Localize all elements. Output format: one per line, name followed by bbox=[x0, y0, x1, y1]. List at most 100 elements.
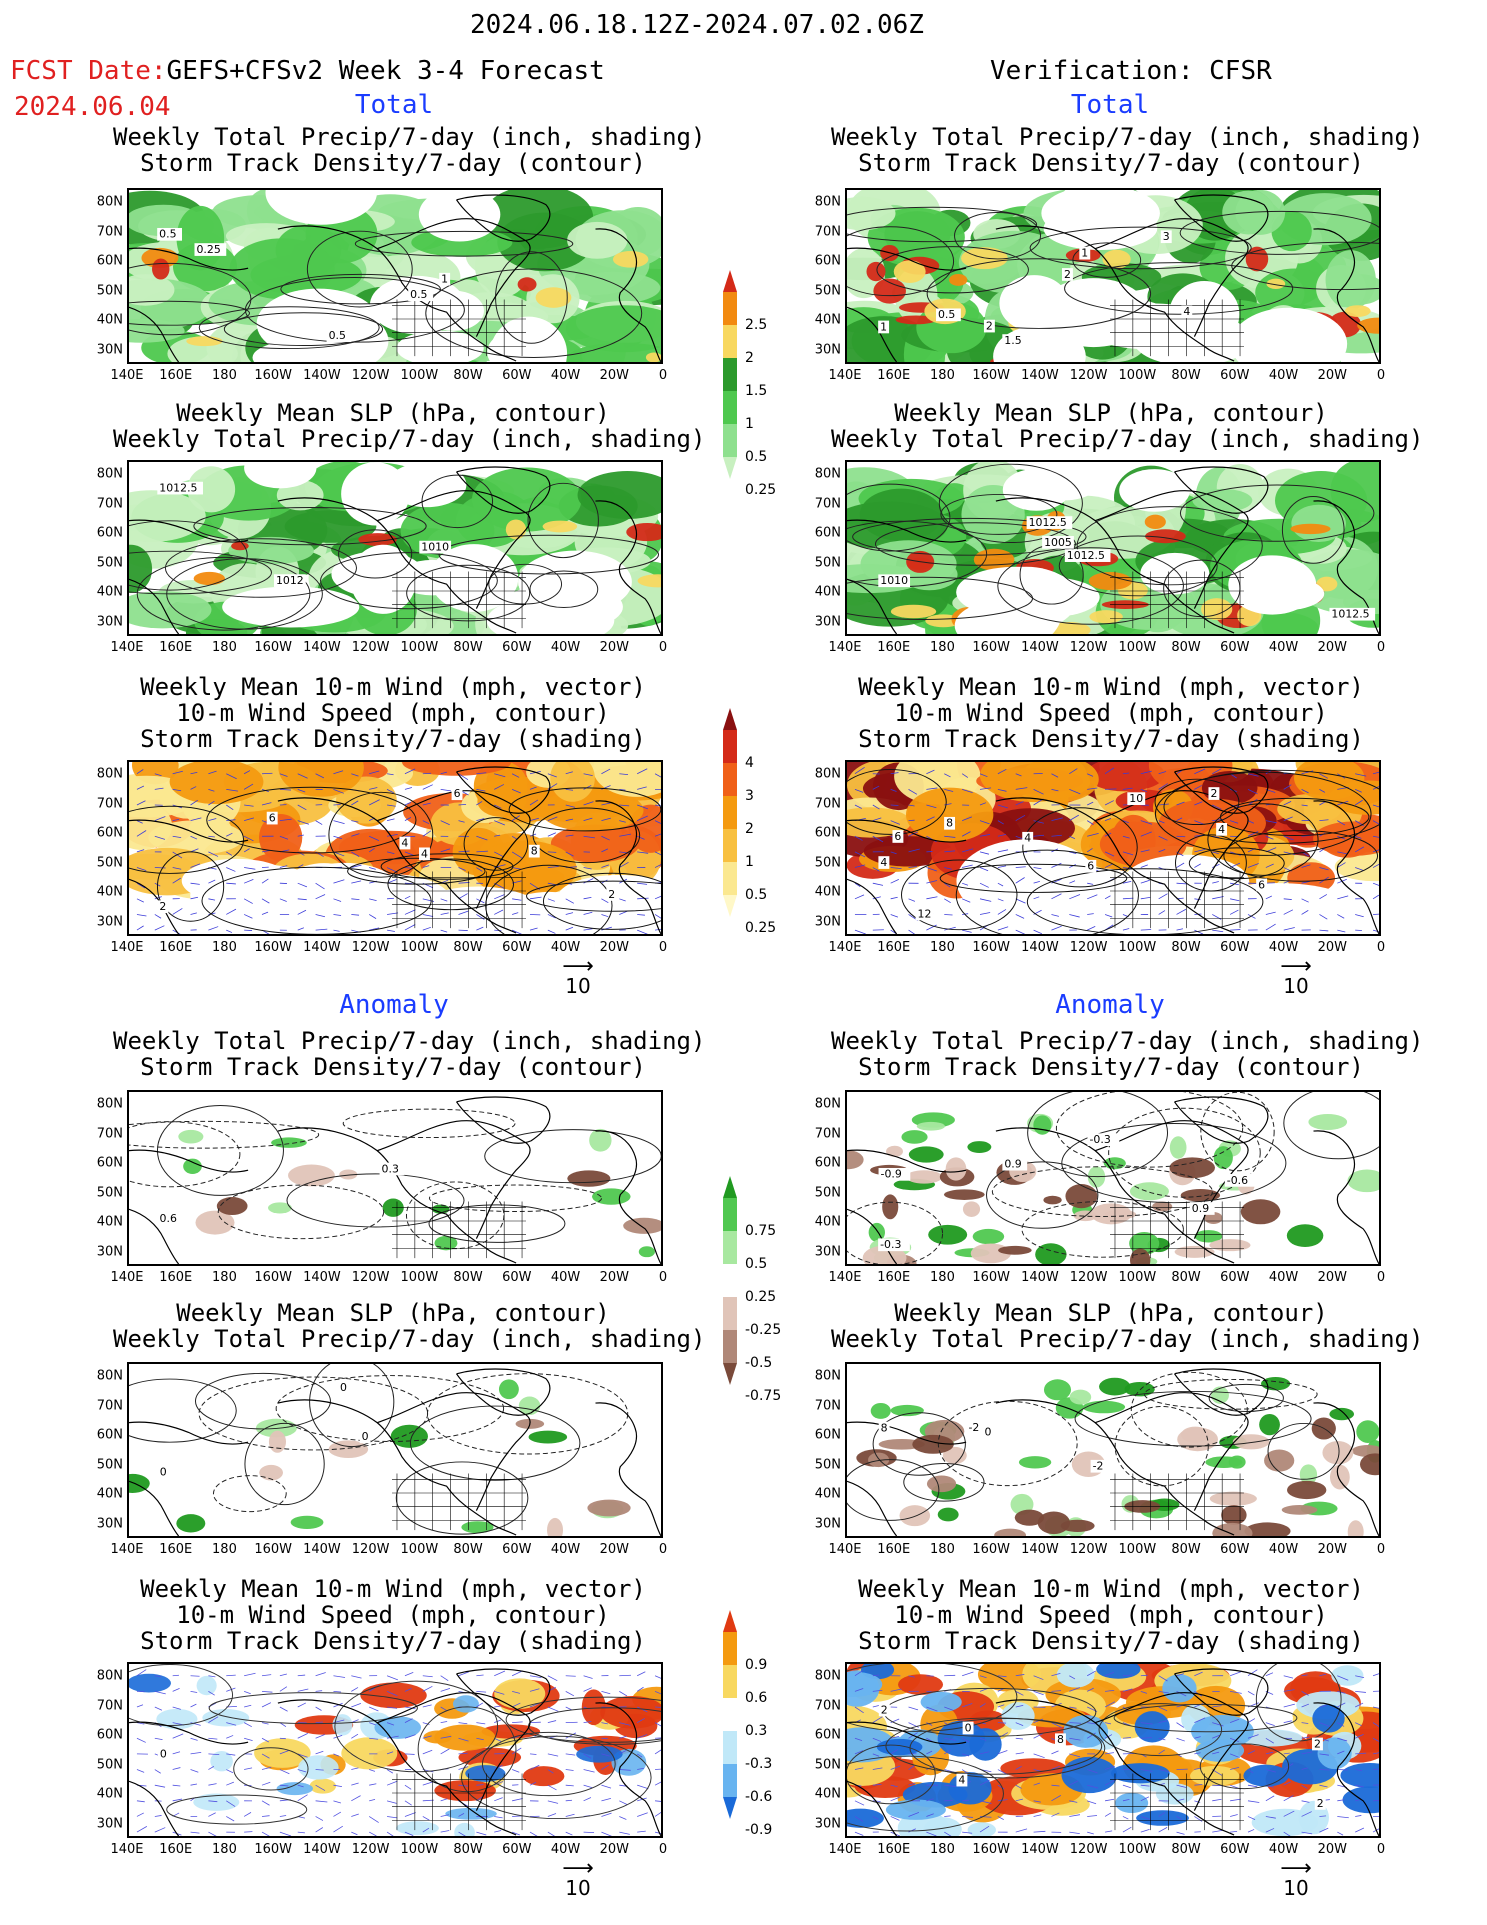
lon-tick-label: 60W bbox=[1220, 1542, 1250, 1557]
wind-vector bbox=[1247, 1691, 1255, 1696]
contour-line bbox=[129, 805, 245, 874]
contour-line bbox=[508, 787, 661, 832]
shading-cell bbox=[967, 1822, 996, 1836]
contour-label: 2 bbox=[986, 320, 993, 333]
wind-vector bbox=[1069, 880, 1076, 884]
contour-label: 12 bbox=[918, 907, 932, 920]
shading-cell bbox=[231, 541, 249, 551]
wind-vector bbox=[979, 851, 990, 855]
colorbar-segment bbox=[723, 1764, 737, 1797]
wind-vector bbox=[619, 898, 626, 902]
contour-label-bg bbox=[878, 574, 911, 588]
shading-cell bbox=[942, 1446, 967, 1465]
contour-line bbox=[338, 529, 413, 579]
coastline bbox=[1094, 790, 1249, 909]
wind-vector bbox=[944, 850, 956, 853]
shading-cell bbox=[898, 1674, 944, 1695]
coastline bbox=[1174, 1096, 1269, 1144]
wind-vector bbox=[1158, 1827, 1168, 1833]
wind-vector bbox=[1033, 929, 1042, 934]
shading-cell bbox=[847, 196, 896, 231]
contour-label-bg bbox=[1026, 516, 1073, 529]
coastline bbox=[995, 225, 1235, 362]
lon-tick-label: 140W bbox=[303, 1542, 341, 1557]
wind-vector bbox=[1069, 768, 1078, 775]
lat-tick-label: 40N bbox=[814, 1786, 841, 1802]
lon-tick-label: 20W bbox=[1317, 368, 1347, 383]
shading-cell bbox=[259, 1464, 283, 1481]
coastline bbox=[277, 497, 517, 634]
shading-cell bbox=[979, 762, 1087, 803]
wind-vector bbox=[1158, 783, 1169, 790]
contour-line bbox=[425, 268, 643, 358]
coastline bbox=[595, 1130, 661, 1264]
contour-line bbox=[223, 312, 384, 347]
wind-vector bbox=[1212, 1798, 1222, 1802]
wind-vector bbox=[1194, 785, 1202, 790]
colorbar-tick-label: 0.5 bbox=[745, 449, 768, 465]
wind-vector bbox=[1194, 929, 1204, 934]
map-canvas: -0.90.9-0.6-0.30.9-0.3 bbox=[847, 1092, 1379, 1264]
wind-vector bbox=[476, 926, 484, 931]
wind-vector bbox=[637, 815, 648, 821]
wind-vector bbox=[1229, 1737, 1239, 1743]
shading-cell bbox=[382, 1198, 404, 1217]
wind-vector bbox=[1069, 1764, 1079, 1770]
wind-vector bbox=[369, 1799, 376, 1802]
wind-vector bbox=[404, 867, 412, 869]
reference-arrow-icon: ⟶ bbox=[562, 1856, 594, 1881]
contour-line bbox=[380, 853, 514, 880]
wind-vector bbox=[261, 1737, 269, 1743]
shading-cell bbox=[169, 762, 264, 805]
lon-tick-label: 140E bbox=[828, 1270, 862, 1285]
wind-vector bbox=[962, 1799, 969, 1802]
wind-vector bbox=[1176, 1816, 1183, 1820]
reference-vector-fcst-total: ⟶ 10 bbox=[548, 956, 608, 999]
colorbar-segment bbox=[723, 1330, 737, 1363]
contour-label: -2 bbox=[968, 1421, 979, 1434]
shading-cell bbox=[1088, 572, 1133, 591]
shading-cell bbox=[612, 250, 649, 268]
wind-vector bbox=[208, 800, 215, 806]
wind-vector bbox=[404, 851, 414, 856]
wind-vector bbox=[351, 1733, 359, 1739]
shading-cell bbox=[1043, 1379, 1072, 1401]
wind-vector bbox=[583, 1769, 595, 1773]
lon-tick-label: 60W bbox=[502, 1842, 532, 1857]
wind-vector bbox=[422, 830, 432, 837]
contour-line bbox=[847, 769, 947, 835]
shading-cell bbox=[1155, 1783, 1194, 1805]
shading-cell bbox=[374, 1716, 422, 1739]
lat-tick-label: 40N bbox=[814, 884, 841, 900]
shading-cell bbox=[452, 1695, 479, 1713]
wind-vector bbox=[962, 1703, 973, 1708]
wind-vector bbox=[172, 770, 183, 775]
contour-line bbox=[1061, 1122, 1287, 1204]
wind-vector bbox=[458, 1671, 469, 1677]
contour-label: 0 bbox=[160, 1748, 167, 1761]
lon-tick-label: 180 bbox=[212, 1842, 237, 1857]
wind-vector bbox=[979, 1751, 990, 1755]
lon-tick-label: 60W bbox=[502, 1270, 532, 1285]
colorbar-tick-label: -0.25 bbox=[745, 1322, 782, 1338]
wind-vector bbox=[1372, 820, 1379, 825]
wind-vector bbox=[655, 1800, 661, 1802]
wind-vector bbox=[1033, 1690, 1044, 1696]
lon-tick-label: 160W bbox=[972, 1542, 1011, 1557]
wind-vector bbox=[1247, 863, 1259, 868]
wind-vector bbox=[890, 914, 899, 918]
lon-tick-label: 140W bbox=[1021, 1270, 1059, 1285]
wind-vector bbox=[1355, 867, 1363, 871]
wind-vector bbox=[190, 835, 198, 840]
lon-tick-label: 140W bbox=[303, 640, 341, 655]
shading-cell bbox=[1240, 1199, 1281, 1225]
wind-vector bbox=[908, 1828, 916, 1833]
map-canvas: 0.510.50.250.5 bbox=[129, 190, 661, 362]
coastline bbox=[129, 1780, 180, 1836]
wind-vector bbox=[637, 835, 645, 840]
wind-vector bbox=[172, 1688, 180, 1692]
wind-vector bbox=[1051, 925, 1062, 931]
contour-line bbox=[1255, 1664, 1342, 1742]
wind-vector bbox=[547, 816, 558, 821]
shading-cell bbox=[1209, 1239, 1251, 1252]
